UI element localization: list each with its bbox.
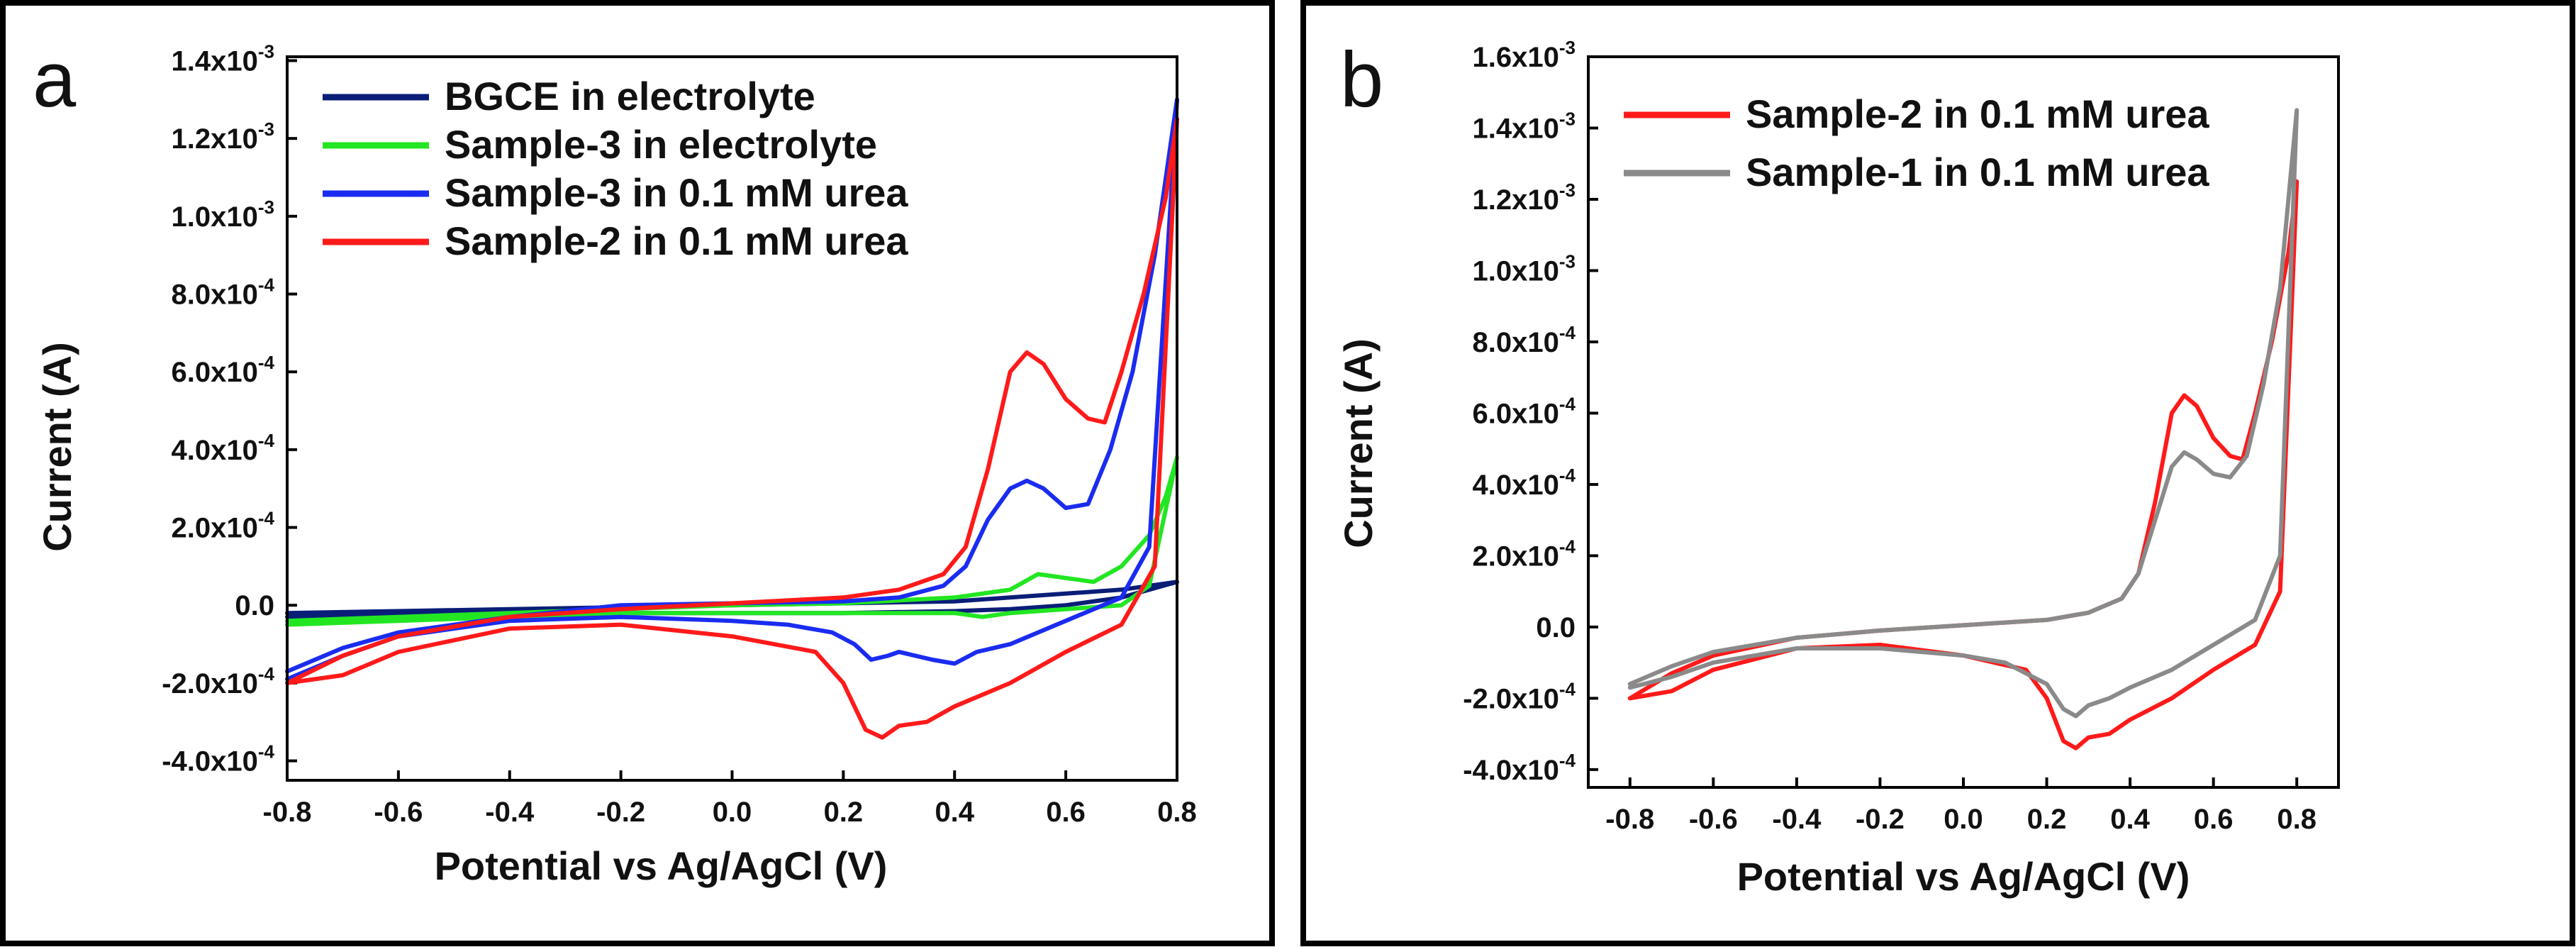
panel-b-plot-area [1587, 55, 2340, 789]
y-tick-label: -2.0x10-4 [1463, 678, 1576, 714]
panel-b-frame [1300, 0, 2575, 946]
panel-b-x-axis-label: Potential vs Ag/AgCl (V) [1737, 854, 2190, 899]
x-tick-label: -0.2 [596, 797, 645, 828]
x-tick-label: -0.4 [485, 797, 535, 828]
y-tick-label: 0.0 [235, 590, 274, 621]
panel-b-y-axis-label: Current (A) [1336, 338, 1381, 548]
x-tick-label: -0.8 [1605, 804, 1654, 835]
y-tick-label: 1.4x10-3 [172, 40, 274, 77]
x-tick-label: 0.4 [935, 797, 974, 828]
y-tick-label: 8.0x10-4 [172, 275, 275, 311]
x-tick-label: 0.0 [1944, 804, 1983, 835]
x-tick-label: 0.4 [2110, 804, 2150, 835]
chart-panel-a: a -0.8 -0.6 -0.4 -0.2 0.0 0.2 0.4 0.6 0.8 -4.0x1… [33, 36, 1197, 888]
y-tick-label: -4.0x10-4 [1463, 750, 1576, 786]
x-tick-label: 0.8 [2277, 804, 2316, 835]
x-tick-label: 0.2 [2027, 804, 2067, 835]
series-curve-sample-1-in-0-1-mm-urea [1627, 108, 2299, 719]
y-tick-label: 6.0x10-4 [172, 352, 275, 388]
y-tick-label: 1.0x10-3 [1473, 250, 1576, 287]
x-tick-label: -0.6 [1689, 804, 1738, 835]
x-tick-label: 0.6 [2194, 804, 2234, 835]
panel-b-letter: b [1340, 36, 1383, 123]
legend-label: Sample-3 in electrolyte [445, 122, 877, 167]
legend-label: Sample-2 in 0.1 mM urea [445, 218, 908, 263]
y-tick-label: 8.0x10-4 [1473, 322, 1576, 358]
panel-a-plot-area [286, 55, 1178, 782]
y-tick-label: 2.0x10-4 [1473, 536, 1576, 572]
y-tick-label: 1.6x10-3 [1473, 37, 1576, 73]
y-tick-label: -2.0x10-4 [162, 663, 274, 699]
series-curve-sample-2-in-0-1-mm-urea [285, 116, 1179, 740]
y-tick-label: 2.0x10-4 [172, 508, 275, 544]
y-tick-label: 1.0x10-3 [172, 196, 274, 233]
y-tick-label: 1.4x10-3 [1473, 108, 1576, 144]
y-tick-label: 6.0x10-4 [1473, 393, 1576, 429]
panel-a-frame [0, 0, 1275, 946]
panel-a-letter: a [33, 36, 77, 123]
y-tick-label: 4.0x10-4 [172, 430, 275, 466]
x-tick-label: 0.2 [824, 797, 864, 828]
x-tick-label: 0.8 [1157, 797, 1197, 828]
y-tick-label: 4.0x10-4 [1473, 465, 1576, 501]
x-tick-label: 0.0 [713, 797, 752, 828]
x-tick-label: -0.4 [1772, 804, 1822, 835]
series-curve-sample-3-in-electrolyte [285, 455, 1179, 627]
legend-label: BGCE in electrolyte [445, 74, 815, 118]
x-tick-label: 0.6 [1046, 797, 1086, 828]
chart-panel-b: b -0.8 -0.6 -0.4 -0.2 0.0 0.2 0.4 0.6 0.8 -4.0x1… [1336, 36, 2340, 899]
y-tick-label: -4.0x10-4 [162, 741, 274, 777]
legend-label: Sample-2 in 0.1 mM urea [1746, 92, 2209, 136]
panel-a-y-axis-label: Current (A) [35, 342, 79, 552]
x-tick-label: -0.2 [1856, 804, 1905, 835]
x-tick-label: -0.6 [374, 797, 423, 828]
series-curve-sample-2-in-0-1-mm-urea [1627, 179, 2299, 751]
legend-label: Sample-3 in 0.1 mM urea [445, 170, 908, 215]
y-tick-label: 1.2x10-3 [172, 118, 274, 155]
y-tick-label: 0.0 [1536, 612, 1576, 643]
panel-a-x-axis-label: Potential vs Ag/AgCl (V) [435, 843, 888, 888]
x-tick-label: -0.8 [263, 797, 312, 828]
y-tick-label: 1.2x10-3 [1473, 179, 1576, 216]
legend-label: Sample-1 in 0.1 mM urea [1746, 150, 2209, 194]
